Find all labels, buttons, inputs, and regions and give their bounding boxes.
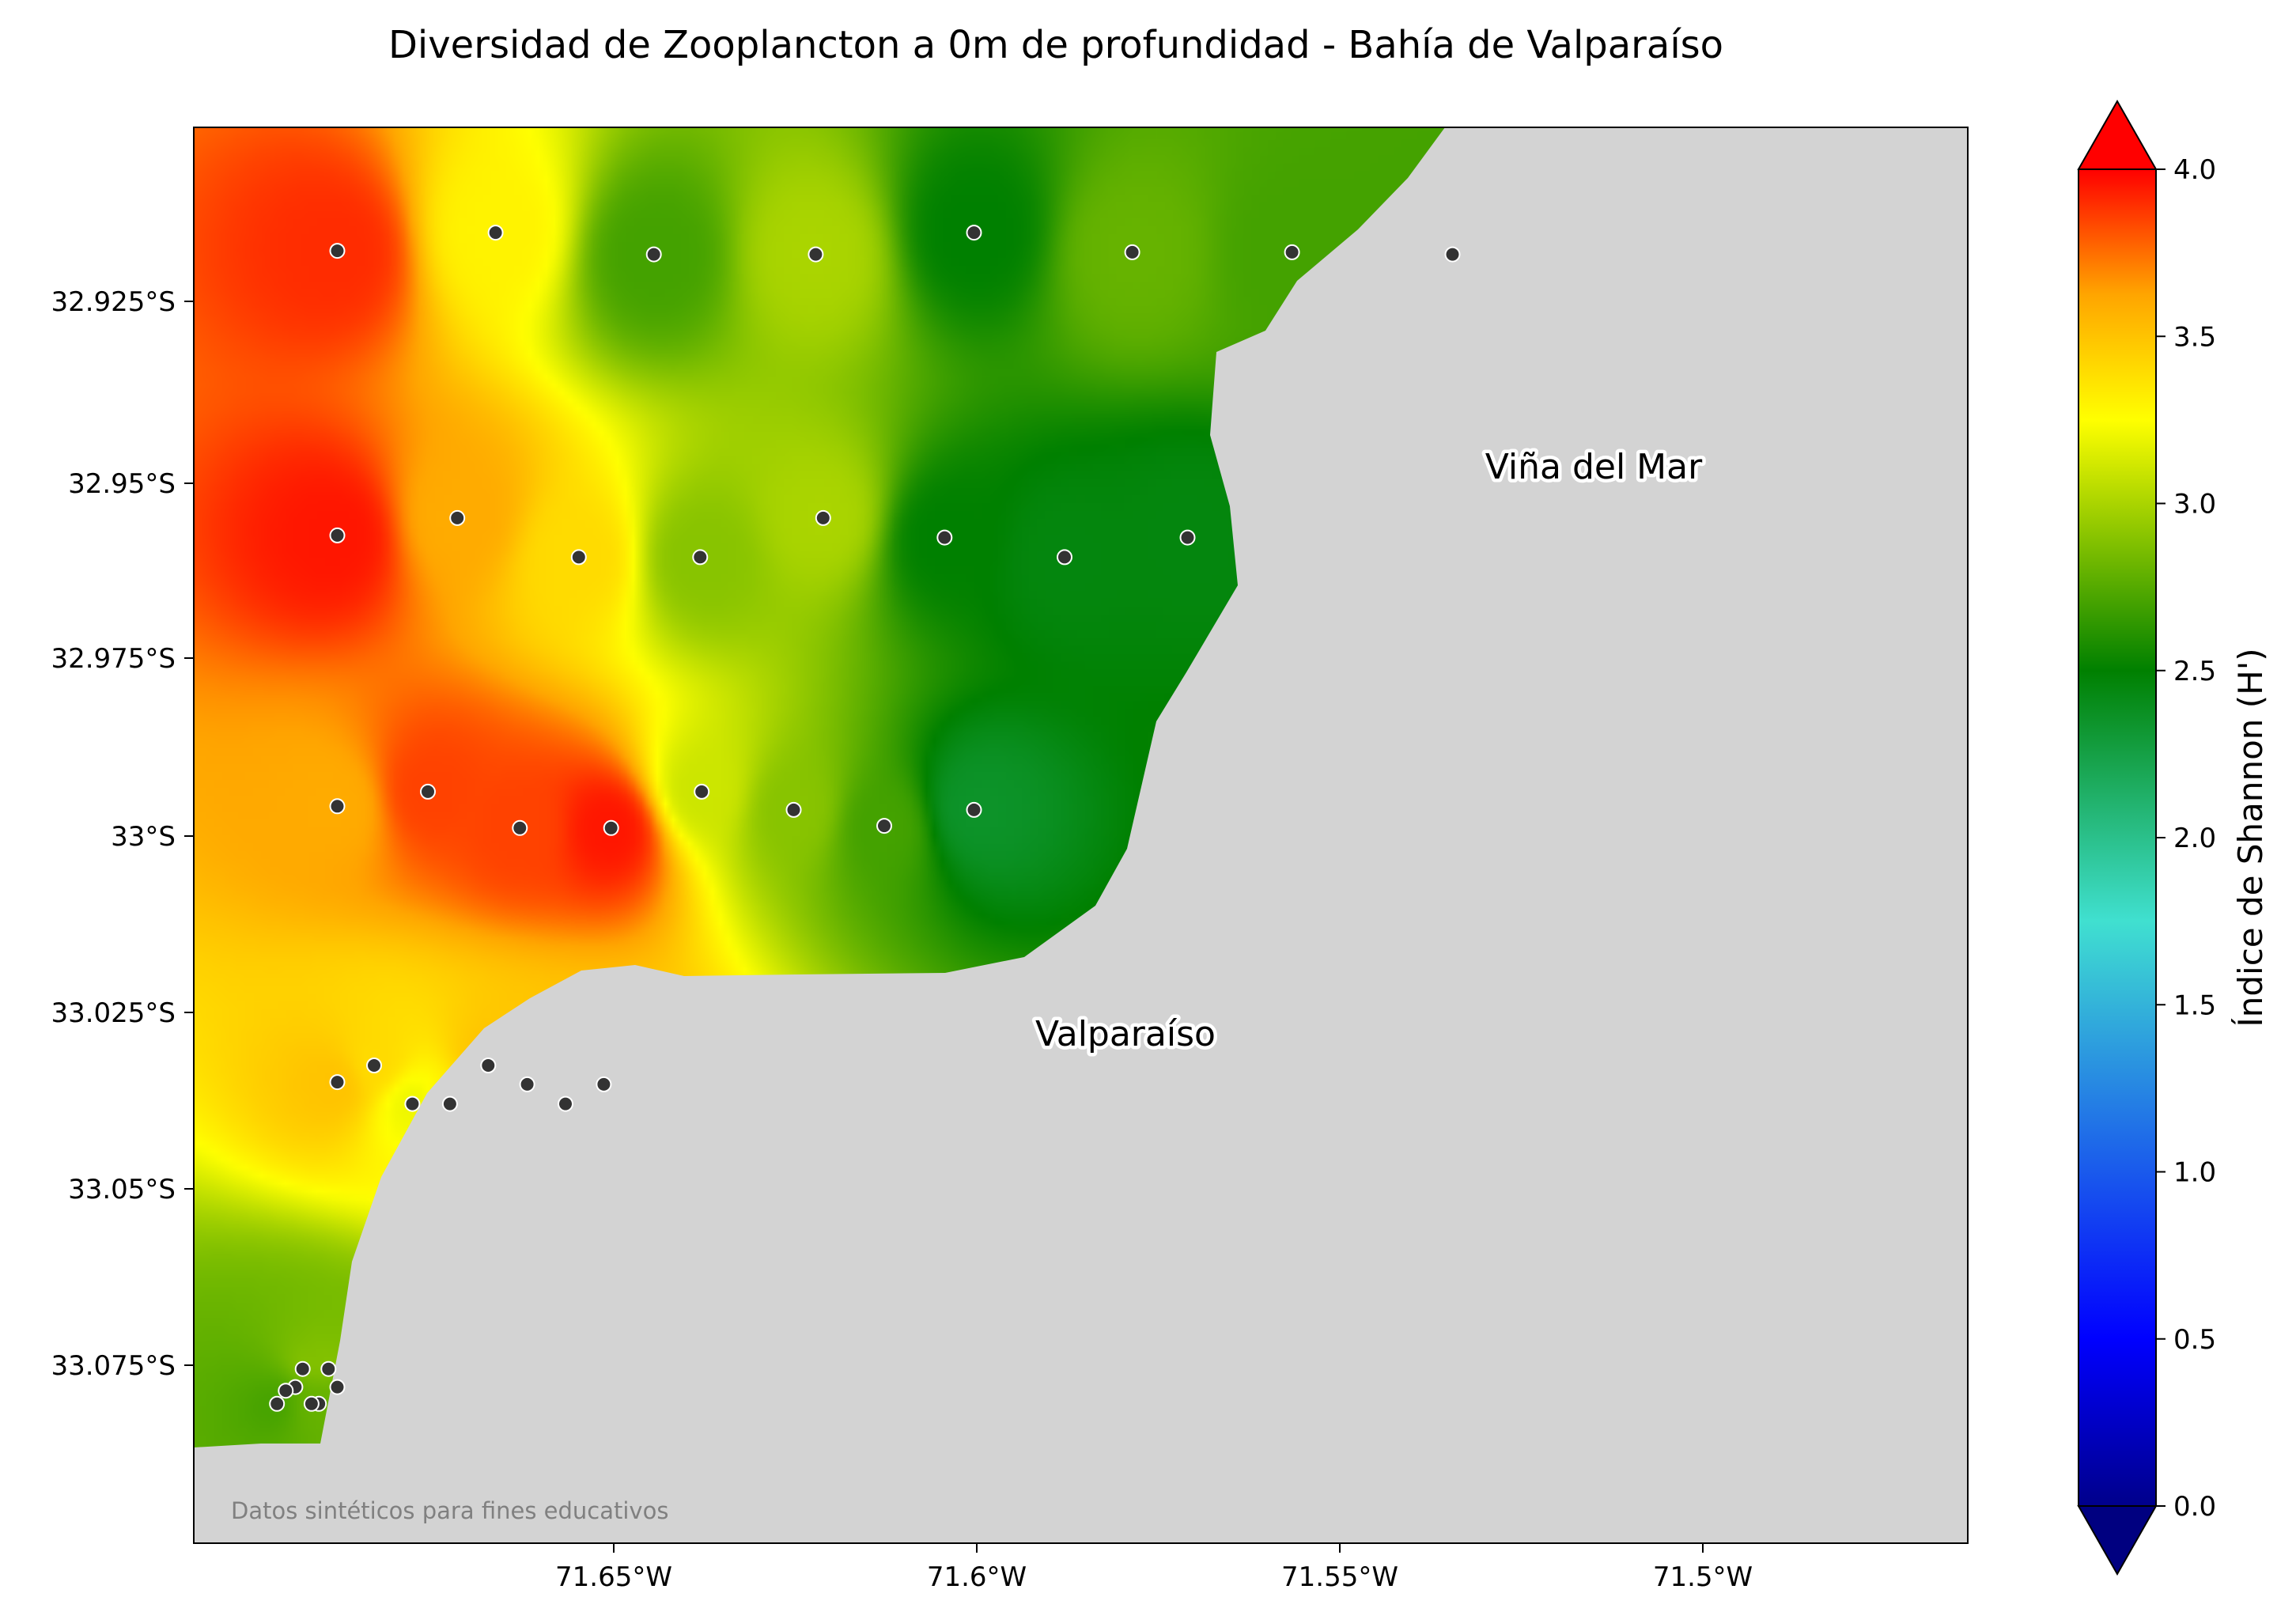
station-marker	[519, 1076, 535, 1092]
station-marker	[1179, 529, 1196, 546]
station-marker	[815, 509, 831, 526]
colorbar-tick-label: 4.0	[2173, 154, 2216, 186]
station-marker	[936, 529, 953, 546]
colorbar-tick-label: 0.5	[2173, 1324, 2216, 1356]
x-tick-label: 71.6°W	[927, 1561, 1027, 1593]
station-marker	[1057, 549, 1072, 566]
x-tick-label: 71.55°W	[1281, 1561, 1398, 1593]
station-marker	[645, 246, 662, 263]
station-marker	[404, 1095, 421, 1112]
station-marker	[1124, 244, 1140, 260]
station-marker	[692, 549, 709, 566]
colorbar-tick-label: 0.0	[2173, 1491, 2216, 1523]
data-note: Datos sintéticos para fines educativos	[231, 1497, 668, 1524]
station-marker	[570, 549, 587, 566]
station-marker	[512, 819, 528, 836]
station-marker	[329, 798, 346, 815]
station-marker	[596, 1076, 612, 1092]
place-label-vina-del-mar: Viña del Mar	[1485, 447, 1703, 487]
y-tick-label: 33.025°S	[51, 997, 176, 1029]
y-tick-label: 32.95°S	[68, 468, 176, 500]
station-marker	[329, 527, 346, 543]
y-tick-label: 32.925°S	[51, 286, 176, 318]
station-marker	[366, 1058, 382, 1073]
colorbar-extend-max	[2077, 99, 2158, 170]
station-marker	[269, 1395, 286, 1412]
x-tick-label: 71.65°W	[555, 1561, 672, 1593]
chart-title: Diversidad de Zooplancton a 0m de profun…	[388, 23, 1723, 67]
station-marker	[785, 801, 802, 818]
station-marker	[320, 1360, 337, 1377]
station-marker	[278, 1383, 294, 1399]
colorbar-ticks: 0.0 0.5 1.0 1.5 2.0 2.5 3.0 3.5 4.0	[2156, 154, 2216, 1523]
station-marker	[966, 801, 982, 818]
station-marker	[966, 225, 982, 241]
colorbar-tick-label: 2.0	[2173, 823, 2216, 854]
place-label-valparaiso: Valparaíso	[1035, 1014, 1216, 1054]
station-marker	[329, 1074, 346, 1091]
colorbar-tick-label: 3.0	[2173, 489, 2216, 520]
colorbar-extend-min	[2077, 1505, 2158, 1576]
colorbar-tick-label: 1.5	[2173, 990, 2216, 1021]
station-marker	[487, 225, 504, 241]
station-marker	[694, 783, 710, 800]
station-marker	[808, 246, 824, 263]
station-marker	[876, 818, 892, 834]
y-tick-label: 32.975°S	[51, 643, 176, 675]
station-marker	[1444, 246, 1461, 263]
station-marker	[449, 509, 466, 526]
colorbar-label: Índice de Shannon (H')	[2230, 648, 2270, 1027]
colorbar-gradient	[2078, 168, 2157, 1507]
colorbar-tick-label: 2.5	[2173, 656, 2216, 687]
y-tick-label: 33°S	[111, 821, 176, 853]
x-tick-label: 71.5°W	[1653, 1561, 1753, 1593]
colorbar: 0.0 0.5 1.0 1.5 2.0 2.5 3.0 3.5 4.0 Índice de Sh…	[2077, 99, 2270, 1576]
station-marker	[441, 1095, 458, 1112]
station-marker	[420, 783, 436, 800]
y-tick-label: 33.075°S	[51, 1350, 176, 1382]
colorbar-tick-label: 3.5	[2173, 321, 2216, 353]
station-marker	[294, 1360, 311, 1377]
station-markers	[269, 225, 1461, 1412]
x-axis: 71.65°W 71.6°W 71.55°W 71.5°W	[555, 1543, 1753, 1593]
station-marker	[303, 1395, 320, 1412]
station-marker	[1284, 244, 1300, 260]
station-marker	[329, 243, 346, 259]
station-marker	[480, 1058, 497, 1073]
colorbar-tick-label: 1.0	[2173, 1157, 2216, 1189]
y-axis: 32.925°S 32.95°S 32.975°S 33°S 33.025°S …	[51, 286, 194, 1382]
map-axes: Viña del Mar Valparaíso Datos sintéticos…	[194, 127, 1968, 1543]
station-marker	[558, 1095, 573, 1112]
y-tick-label: 33.05°S	[68, 1174, 176, 1205]
station-marker	[329, 1379, 346, 1395]
station-marker	[603, 819, 619, 836]
